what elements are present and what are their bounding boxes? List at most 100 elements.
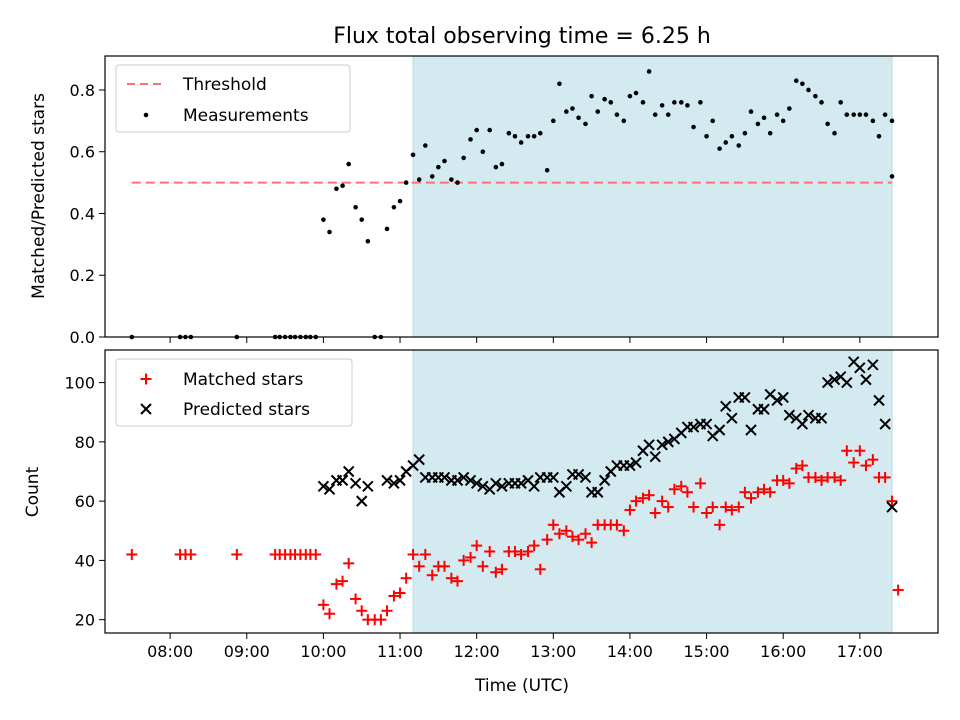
legend-box <box>115 358 353 427</box>
x-tick-label: 08:00 <box>147 642 193 661</box>
predicted-stars-point <box>336 474 349 487</box>
predicted-stars-point <box>796 418 809 430</box>
predicted-stars-point <box>572 468 585 481</box>
matched-stars-point <box>566 531 578 543</box>
measurements-point <box>493 164 499 170</box>
matched-stars-point <box>656 495 668 507</box>
predicted-stars-point <box>758 403 770 415</box>
matched-stars-point <box>496 563 508 575</box>
top-panel: 0.0 0.2 0.4 0.6 0.8 Threshold Measurements <box>70 55 939 347</box>
matched-stars-point <box>547 519 559 531</box>
measurements-point <box>416 177 422 182</box>
plot-frame <box>104 55 939 338</box>
matched-stars-point <box>356 605 368 617</box>
matched-stars-point <box>343 557 355 569</box>
measurements-point <box>633 90 639 96</box>
measurements-point <box>595 109 601 114</box>
measurements-point <box>525 133 531 139</box>
measurements-point <box>723 140 729 145</box>
y-tick-label: 20 <box>75 611 95 630</box>
measurements-point <box>397 198 403 204</box>
predicted-stars-point <box>598 474 611 487</box>
predicted-stars-point <box>394 474 406 487</box>
matched-stars-point <box>681 486 693 498</box>
matched-stars-point <box>854 445 866 457</box>
legend-measurements-swatch <box>143 112 149 118</box>
predicted-stars-point <box>630 456 642 469</box>
predicted-stars-point <box>464 474 477 487</box>
matched-stars-point <box>649 507 661 519</box>
measurements-point <box>742 130 748 136</box>
measurements-point <box>659 103 665 108</box>
measurements-point <box>518 140 524 145</box>
predicted-stars-point <box>860 373 872 386</box>
matched-stars-point <box>630 495 642 507</box>
predicted-stars-point <box>413 453 425 466</box>
legend-threshold-label: Threshold <box>182 75 267 95</box>
predicted-stars-point <box>828 373 841 386</box>
measurements-point <box>429 174 435 179</box>
matched-stars-point <box>490 566 502 578</box>
x-tick-label: 17:00 <box>837 642 883 661</box>
matched-stars-point <box>752 486 764 498</box>
matched-stars-point <box>419 548 431 560</box>
matched-stars-point <box>458 554 470 566</box>
measurements-point <box>851 112 857 117</box>
predicted-stars-point <box>841 376 853 389</box>
matched-stars-point <box>465 551 477 563</box>
matched-stars-point <box>739 486 751 498</box>
measurements-point <box>512 133 518 139</box>
matched-stars-point <box>350 593 362 605</box>
matched-stars-point <box>388 590 400 602</box>
y-tick-label: 0.2 <box>70 266 95 285</box>
matched-stars-point <box>860 460 872 472</box>
measurements-point <box>627 93 633 99</box>
measurements-point <box>800 81 805 87</box>
matched-stars-point <box>835 474 847 486</box>
predicted-stars-point <box>802 409 815 421</box>
measurements-point <box>646 69 652 74</box>
observing-window-shade <box>412 349 893 634</box>
matched-stars-point <box>553 528 565 540</box>
matched-stars-point <box>714 519 726 531</box>
predicted-stars-point <box>854 362 866 374</box>
measurements-point <box>321 217 326 222</box>
measurements-point <box>537 130 543 136</box>
measurements-point <box>544 167 550 173</box>
matched-stars-point <box>637 492 649 504</box>
matched-stars-point <box>879 471 891 483</box>
matched-stars-point <box>317 599 329 611</box>
x-axis-label: Time (UTC) <box>474 676 569 696</box>
y-tick-label: 0.4 <box>70 204 95 223</box>
measurements-point <box>557 81 562 87</box>
measurements-point <box>346 161 351 167</box>
y-tick-label: 40 <box>75 551 95 570</box>
legend: Matched stars Predicted stars <box>115 358 353 427</box>
y-tick-label: 0.0 <box>70 328 95 347</box>
measurements-point <box>717 146 722 151</box>
measurements-point <box>819 100 824 105</box>
measurements-point <box>391 205 397 210</box>
matched-stars-point <box>126 548 138 560</box>
legend: Threshold Measurements <box>115 64 351 133</box>
predicted-stars-point <box>451 474 464 487</box>
matched-stars-point <box>796 460 808 472</box>
matched-stars-point <box>688 501 700 513</box>
chart-title: Flux total observing time = 6.25 h <box>333 24 711 49</box>
matched-stars-point <box>701 507 713 519</box>
measurements-point <box>621 118 627 124</box>
predicted-stars-point <box>490 477 502 490</box>
predicted-stars-point <box>783 409 796 421</box>
predicted-stars-point <box>815 412 828 424</box>
measurements-point <box>787 106 792 111</box>
predicted-stars-point <box>687 421 700 433</box>
measurements-point <box>576 115 581 121</box>
matched-stars-point <box>477 560 489 572</box>
legend-box <box>115 64 351 133</box>
predicted-stars-point <box>777 391 789 404</box>
matched-stars-point <box>310 548 322 560</box>
measurements-point <box>531 133 537 139</box>
matched-stars-point <box>829 471 841 483</box>
measurements-point <box>755 121 761 127</box>
